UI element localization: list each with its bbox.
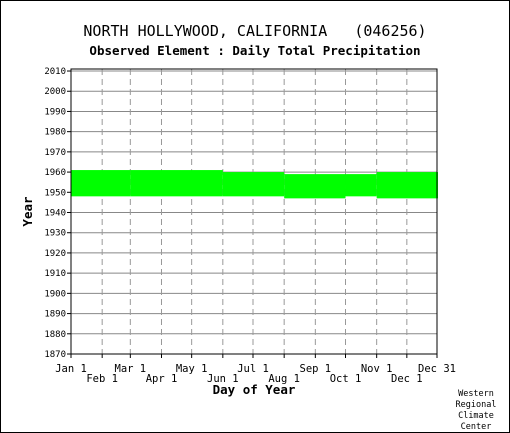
y-tick-label: 2000: [44, 87, 66, 97]
x-tick-label: Apr 1: [146, 373, 178, 385]
credit-line: Western: [458, 389, 494, 399]
plot-border: [70, 68, 438, 355]
x-tick-label: Feb 1: [86, 373, 118, 385]
x-tick-label: Oct 1: [330, 373, 362, 385]
y-tick-label: 1900: [44, 289, 66, 299]
data-layer: [71, 170, 438, 199]
y-tick-label: 1940: [44, 209, 66, 219]
y-axis-label: Year: [20, 196, 35, 227]
chart-title: NORTH HOLLYWOOD, CALIFORNIA (046256): [83, 22, 427, 40]
y-tick-label: 1930: [44, 229, 66, 239]
credit-line: Climate: [458, 411, 494, 421]
y-tick-label: 2010: [44, 67, 66, 77]
y-tick-label: 1950: [44, 188, 66, 198]
data-band: [284, 174, 346, 199]
data-band: [71, 170, 131, 197]
y-tick-label: 1890: [44, 310, 66, 320]
x-tick-label: Dec 31: [418, 363, 456, 375]
y-tick-label: 1880: [44, 330, 66, 340]
x-tick-label: Nov 1: [361, 363, 393, 375]
x-tick-label: Jan 1: [55, 363, 87, 375]
data-band: [222, 172, 285, 197]
y-tick-labels: 1870 1880 1890 1900 1910 1920 1930 1940 1950 1960…: [44, 67, 71, 360]
x-tick-label: Aug 1: [268, 373, 300, 385]
credit-block: Western Regional Climate Center: [450, 389, 502, 433]
data-band: [376, 172, 438, 199]
y-tick-label: 1870: [44, 350, 66, 360]
data-band: [130, 170, 223, 197]
y-tick-label: 1990: [44, 107, 66, 117]
data-band: [345, 174, 377, 197]
x-axis-label: Day of Year: [213, 382, 296, 397]
x-tick-label: Jun 1: [207, 373, 239, 385]
x-tick-label: Sep 1: [300, 363, 332, 375]
y-tick-label: 1970: [44, 148, 66, 158]
x-tick-label: Mar 1: [115, 363, 147, 375]
x-tick-label: May 1: [176, 363, 208, 375]
x-tick-label: Dec 1: [391, 373, 423, 385]
credit-line: Center: [460, 422, 492, 432]
y-tick-label: 1910: [44, 269, 66, 279]
grid-lines: [70, 69, 438, 355]
y-tick-label: 1920: [44, 249, 66, 259]
x-tick-label: Jul 1: [237, 363, 269, 375]
y-tick-label: 1960: [44, 168, 66, 178]
y-tick-label: 1980: [44, 128, 66, 138]
credit-line: Regional: [455, 400, 497, 410]
chart-subtitle: Observed Element : Daily Total Precipita…: [89, 43, 421, 58]
